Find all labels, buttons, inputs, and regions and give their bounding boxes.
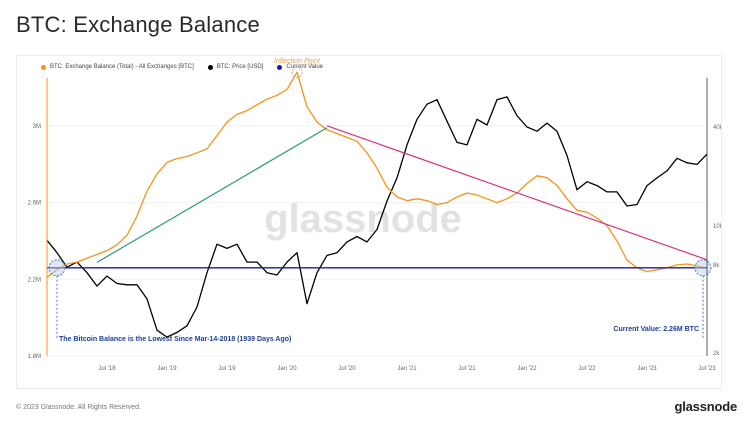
x-tick-label: Jan '19 (157, 366, 177, 372)
x-tick-label: Jul '20 (338, 366, 356, 372)
legend-item-price: BTC: Price [USD] (207, 64, 264, 70)
inflection-marker (291, 66, 303, 78)
y-right-tick-label: 2k (713, 351, 720, 357)
legend-swatch (277, 64, 283, 70)
series-line-price (46, 96, 708, 338)
trend-line-down (326, 125, 708, 261)
current-balance-marker (694, 259, 712, 277)
chart-panel: BTC: Exchange Balance (Total) - All Exch… (16, 55, 722, 389)
legend-label: BTC: Exchange Balance (Total) - All Exch… (50, 64, 194, 70)
y-right-tick-label: 10k (713, 224, 721, 230)
y-right-tick-label: 40k (713, 125, 721, 131)
y-left-tick-label: 1.8M (28, 354, 41, 360)
page-title: BTC: Exchange Balance (16, 12, 260, 37)
x-tick-label: Jul '21 (458, 366, 476, 372)
y-right-tick-label: 8k (713, 263, 720, 269)
legend-item-current-value: Current Value (277, 64, 323, 70)
legend-label: Current Value (286, 64, 323, 70)
legend-swatch (207, 64, 213, 70)
legend-swatch (41, 64, 46, 70)
x-tick-label: Jan '20 (277, 366, 297, 372)
chart-legend: BTC: Exchange Balance (Total) - All Exch… (41, 64, 323, 70)
x-tick-label: Jul '22 (578, 366, 596, 372)
x-tick-label: Jul '18 (98, 366, 116, 372)
x-tick-label: Jul '19 (218, 366, 236, 372)
series-line-exchange-balance (46, 71, 708, 278)
series-layer (46, 71, 708, 338)
y-left-tick-label: 2.2M (28, 277, 41, 283)
trend-line-up (96, 127, 328, 263)
trend-layer (96, 125, 708, 263)
axis-layer: 1.8M 2.2M 2.6M 3M 2k 8k 10k 40k Jul '18 Jan '19 Ju… (28, 78, 721, 372)
y-left-tick-label: 2.6M (28, 201, 41, 207)
legend-item-exchange-balance: BTC: Exchange Balance (Total) - All Exch… (41, 64, 194, 70)
inflection-point-label: Inflection Point (274, 58, 321, 65)
grid-layer (47, 125, 707, 357)
chart-canvas: glassnode 1.8M 2.2M 2.6M 3M 2k 8k 10k 40k Jul '1… (28, 58, 721, 372)
lowest-balance-note: The Bitcoin Balance is the Lowest Since … (59, 336, 291, 343)
annotation-layer: Inflection Point The Bitcoin Balance is t… (59, 58, 699, 343)
x-tick-label: Jan '23 (637, 366, 657, 372)
x-tick-label: Jan '21 (397, 366, 417, 372)
legend-label: BTC: Price [USD] (216, 64, 264, 70)
watermark-text: glassnode (264, 197, 462, 241)
start-balance-marker (48, 259, 66, 277)
copyright-text: © 2023 Glassnode. All Rights Reserved. (16, 404, 142, 411)
x-tick-label: Jan '22 (517, 366, 537, 372)
glassnode-logo: glassnode (674, 399, 738, 414)
x-tick-label: Jul '23 (698, 366, 716, 372)
y-left-tick-label: 3M (33, 124, 41, 130)
current-value-note: Current Value: 2.26M BTC (613, 326, 699, 333)
